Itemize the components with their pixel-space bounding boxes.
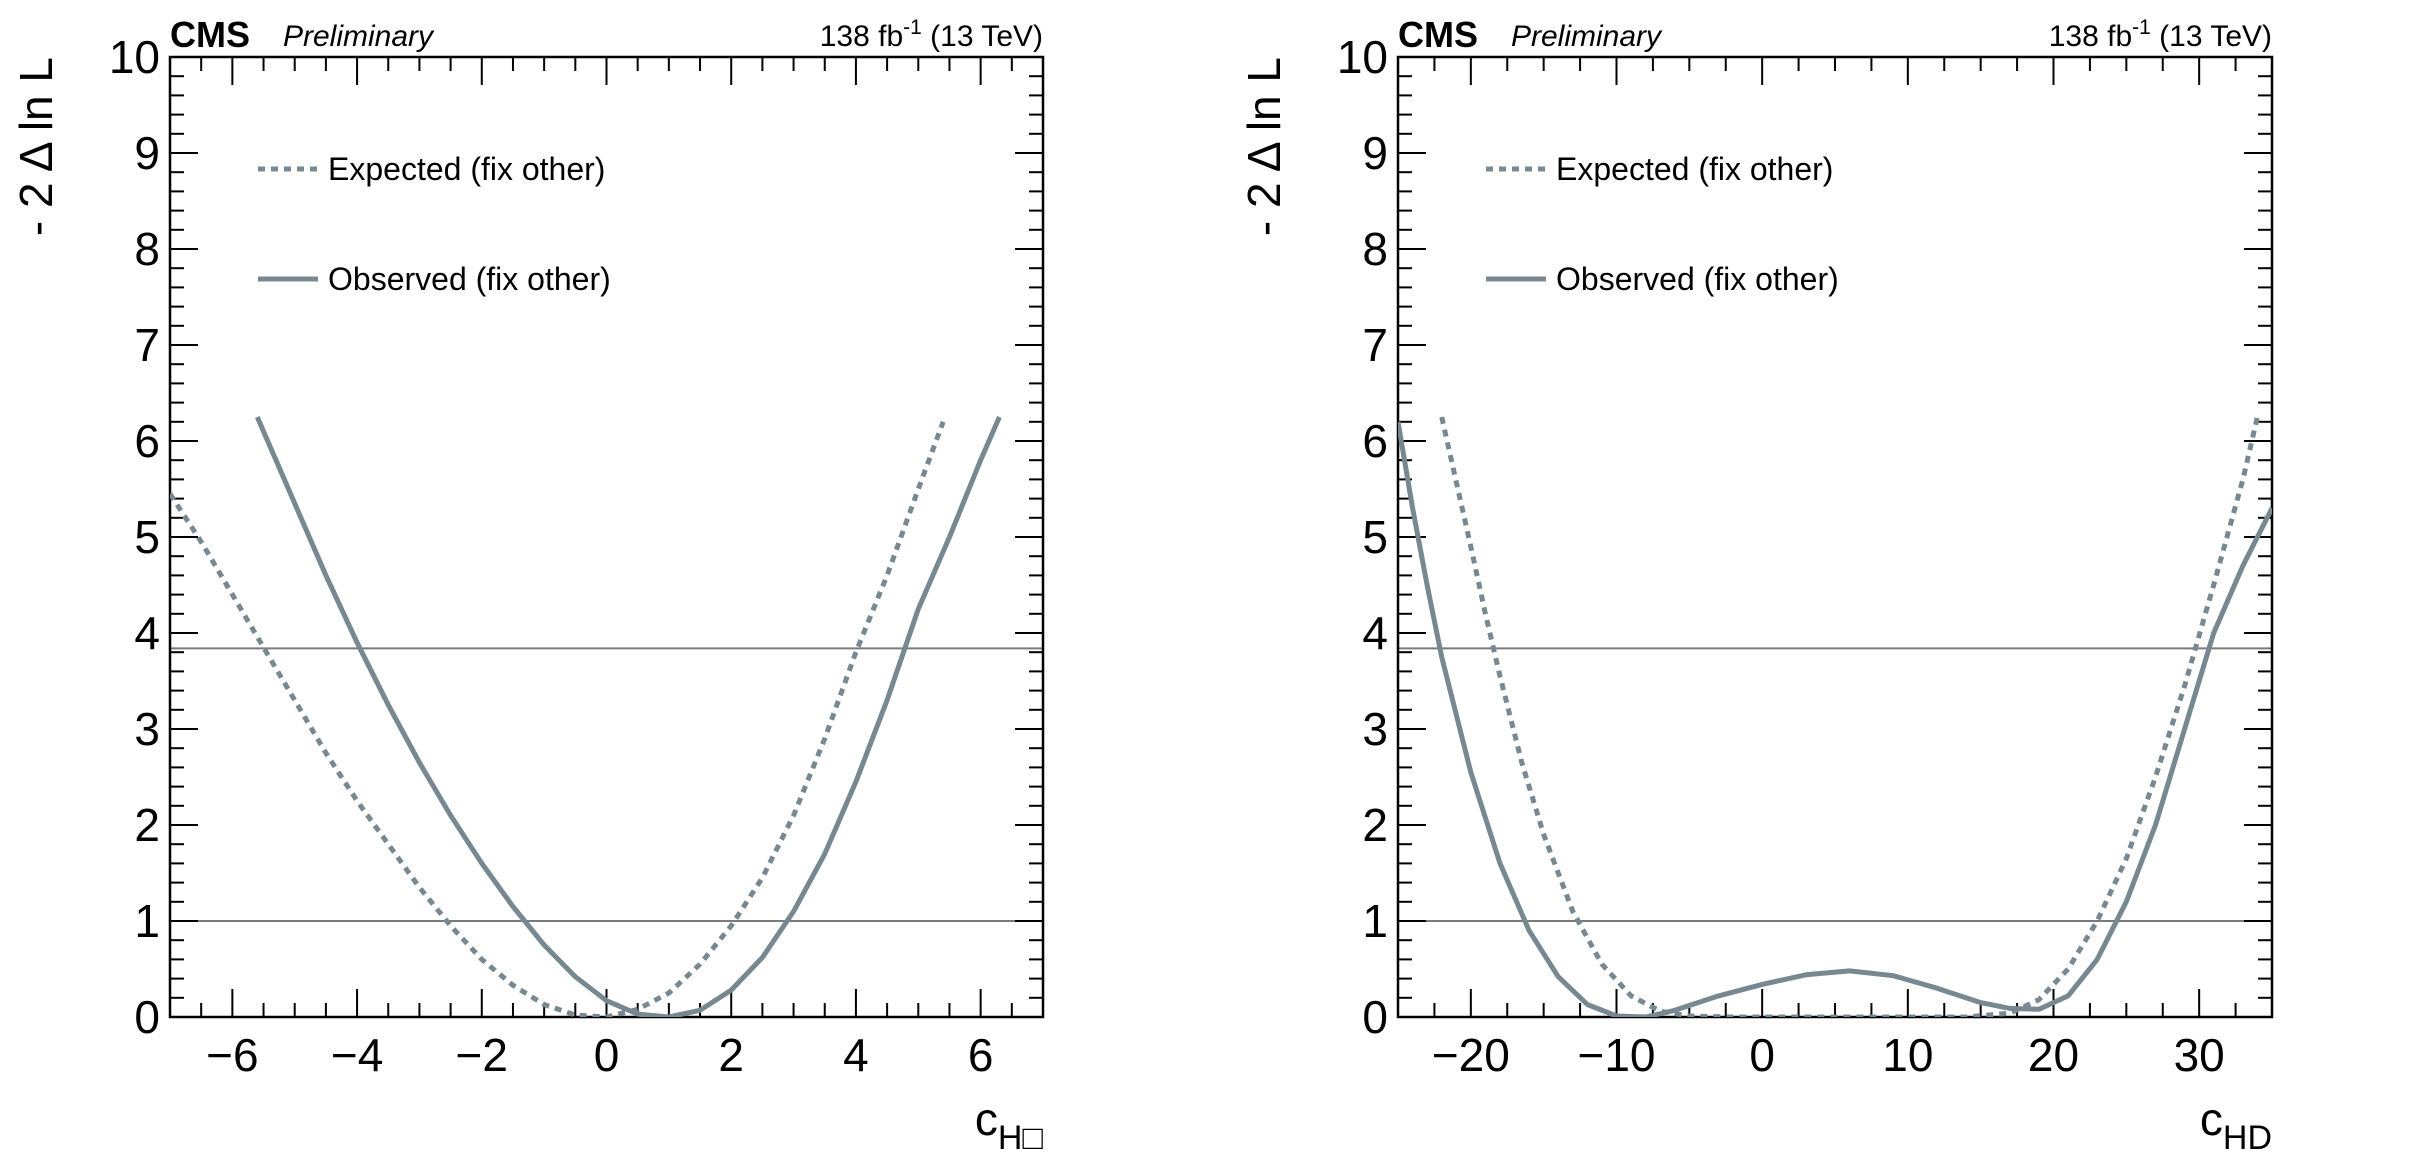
y-axis-title: - 2 Δ ln L xyxy=(10,57,62,236)
x-tick-label: 30 xyxy=(2174,1029,2225,1081)
x-tick-label: 4 xyxy=(843,1029,869,1081)
legend-label: Expected (fix other) xyxy=(1556,151,1833,187)
x-tick-label: 0 xyxy=(594,1029,620,1081)
x-tick-label: −20 xyxy=(1432,1029,1510,1081)
x-axis-title: cHD xyxy=(2200,1093,2272,1155)
y-tick-label: 8 xyxy=(1362,223,1388,275)
x-tick-label: 6 xyxy=(968,1029,994,1081)
experiment-label: CMS xyxy=(1398,14,1478,55)
y-tick-label: 6 xyxy=(1362,415,1388,467)
observed-curve xyxy=(1398,421,2272,1017)
y-tick-label: 10 xyxy=(109,31,160,83)
chart-panel-2: 0 1 2 3 4 5 6 7 8 9 10 −20 −10 0 10 20 30 Expected (fix o… xyxy=(1238,14,2274,1155)
lumi-label: 138 fb-1 (13 TeV) xyxy=(2049,16,2272,53)
x-tick-label: −10 xyxy=(1577,1029,1655,1081)
status-label: Preliminary xyxy=(1511,20,1663,53)
plot-frame xyxy=(168,55,1045,1019)
legend-label: Observed (fix other) xyxy=(1556,261,1839,297)
lumi-label: 138 fb-1 (13 TeV) xyxy=(820,16,1043,53)
y-tick-label: 0 xyxy=(1362,991,1388,1043)
experiment-label: CMS xyxy=(170,14,250,55)
x-tick-label: −6 xyxy=(206,1029,258,1081)
x-tick-label: 0 xyxy=(1749,1029,1775,1081)
y-tick-label: 1 xyxy=(134,895,160,947)
x-tick-label: 2 xyxy=(718,1029,744,1081)
x-tick-label: 20 xyxy=(2028,1029,2079,1081)
y-tick-label: 10 xyxy=(1337,31,1388,83)
y-tick-label: 1 xyxy=(1362,895,1388,947)
chart-panel-1: 0 1 2 3 4 5 6 7 8 9 10 −6 −4 −2 0 2 4 6 Expected (fix othe… xyxy=(10,14,1045,1155)
y-tick-label: 5 xyxy=(1362,511,1388,563)
x-tick-label: −2 xyxy=(456,1029,508,1081)
y-tick-label: 2 xyxy=(1362,799,1388,851)
y-tick-label: 5 xyxy=(134,511,160,563)
legend-label: Observed (fix other) xyxy=(328,261,611,297)
status-label: Preliminary xyxy=(283,20,435,53)
y-tick-label: 4 xyxy=(134,607,160,659)
y-tick-label: 3 xyxy=(1362,703,1388,755)
legend-label: Expected (fix other) xyxy=(328,151,605,187)
x-axis-title: cH□ xyxy=(975,1093,1044,1155)
expected-curve xyxy=(1439,416,2260,1017)
y-tick-label: 8 xyxy=(134,223,160,275)
y-tick-label: 2 xyxy=(134,799,160,851)
x-tick-label: −4 xyxy=(331,1029,383,1081)
y-tick-label: 3 xyxy=(134,703,160,755)
observed-curve xyxy=(255,416,1002,1017)
y-tick-label: 9 xyxy=(134,127,160,179)
y-axis-title: - 2 Δ ln L xyxy=(1238,57,1290,236)
expected-curve xyxy=(170,420,946,1017)
y-tick-label: 6 xyxy=(134,415,160,467)
x-tick-label: 10 xyxy=(1882,1029,1933,1081)
plot-frame xyxy=(1396,55,2274,1019)
y-tick-label: 0 xyxy=(134,991,160,1043)
y-tick-label: 7 xyxy=(134,319,160,371)
y-tick-label: 9 xyxy=(1362,127,1388,179)
y-tick-label: 4 xyxy=(1362,607,1388,659)
y-tick-label: 7 xyxy=(1362,319,1388,371)
